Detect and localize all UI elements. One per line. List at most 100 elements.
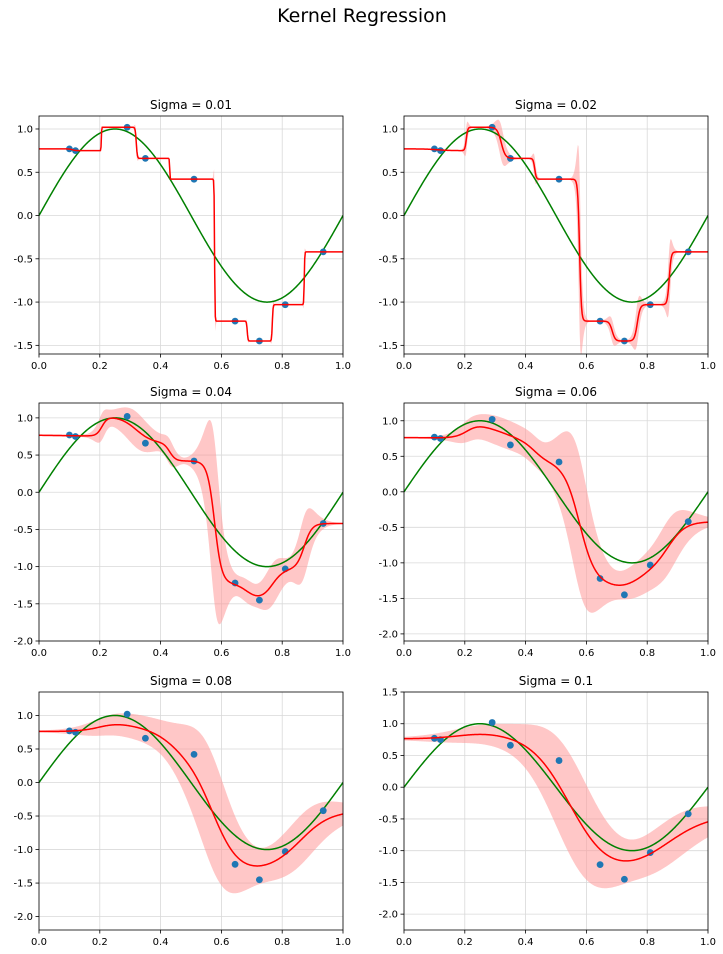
y-tick-label: -1.5 — [13, 879, 33, 890]
observation-point — [596, 861, 604, 869]
x-tick-label: 0.8 — [274, 937, 290, 948]
grid-lines — [403, 116, 709, 354]
y-tick-label: -1.0 — [13, 298, 33, 309]
x-tick-label: 0.4 — [153, 361, 169, 372]
grid-lines — [38, 403, 344, 642]
plot-area — [404, 719, 708, 889]
observation-point — [621, 591, 628, 599]
x-tick-label: 1.0 — [335, 361, 351, 372]
kernel-estimate-line — [39, 723, 343, 867]
x-tick-label: 0.6 — [213, 361, 229, 372]
observation-point — [488, 415, 496, 423]
axes-frame — [403, 402, 709, 642]
y-tick-label: -1.5 — [378, 341, 398, 352]
x-tick-label: 0.6 — [578, 937, 594, 948]
plot-area — [39, 407, 343, 625]
y-tick-label: -2.0 — [13, 637, 33, 648]
y-tick-label: 0.0 — [382, 211, 398, 222]
observation-point — [621, 875, 628, 883]
y-tick-label: -0.5 — [378, 814, 398, 825]
observation-point — [142, 734, 149, 742]
axes-frame — [403, 115, 709, 355]
observation-point — [256, 596, 263, 604]
y-tick-label: -0.5 — [378, 523, 398, 534]
subplot-title: Sigma = 0.06 — [515, 385, 597, 399]
observation-point — [123, 412, 131, 420]
y-tick-label: 0.5 — [17, 744, 33, 755]
x-tick-label: 1.0 — [700, 361, 716, 372]
true-function-line — [39, 417, 343, 568]
y-tick-label: 1.0 — [17, 711, 33, 722]
observation-point — [596, 575, 604, 582]
axes-frame — [38, 691, 344, 931]
observation-point — [231, 860, 239, 868]
observation-point — [437, 435, 444, 442]
x-tick-label: 1.0 — [335, 937, 351, 948]
y-tick-label: -1.5 — [378, 878, 398, 889]
subplot-title: Sigma = 0.04 — [150, 385, 232, 399]
kernel-estimate-line — [39, 417, 343, 597]
observation-point — [555, 757, 563, 764]
y-tick-label: -0.5 — [13, 525, 33, 536]
y-tick-label: -2.0 — [378, 629, 398, 640]
x-tick-label: 0.0 — [31, 648, 47, 659]
x-tick-label: 0.2 — [92, 937, 108, 948]
y-tick-label: -1.5 — [378, 594, 398, 605]
axes-frame — [38, 115, 344, 355]
true-function-line — [404, 128, 708, 303]
y-tick-label: -0.5 — [13, 254, 33, 265]
x-tick-label: 0.2 — [92, 361, 108, 372]
y-tick-label: -0.5 — [378, 254, 398, 265]
y-tick-label: -1.5 — [13, 341, 33, 352]
y-tick-label: -2.0 — [13, 912, 33, 923]
x-tick-label: 0.8 — [639, 937, 655, 948]
plot-area — [39, 123, 343, 345]
subplot-6: Sigma = 0.1 0.0 0.2 0.4 0.6 0.8 1.0 1.5 1.0 0.5 0.… — [378, 674, 715, 948]
subplot-5: Sigma = 0.08 0.0 0.2 0.4 0.6 0.8 1.0 1.0 0.5 0.0 -… — [13, 674, 350, 948]
x-tick-label: 0.8 — [639, 361, 655, 372]
observation-point — [190, 750, 198, 758]
y-tick-label: 1.0 — [382, 416, 398, 427]
y-tick-label: 0.0 — [382, 783, 398, 794]
y-tick-label: 0.5 — [382, 751, 398, 762]
x-tick-label: 0.0 — [396, 937, 412, 948]
x-tick-label: 1.0 — [335, 648, 351, 659]
observation-point — [142, 439, 149, 447]
y-tick-label: -2.0 — [378, 910, 398, 921]
subplot-title: Sigma = 0.1 — [519, 674, 593, 688]
true-function-line — [39, 128, 343, 303]
uncertainty-band — [39, 407, 343, 625]
observation-point — [507, 741, 514, 749]
subplot-3: Sigma = 0.040.0 0.2 0.4 0.6 0.8 1.01.00.50.0-… — [13, 385, 350, 659]
x-tick-label: 0.2 — [457, 361, 473, 372]
y-tick-label: 0.0 — [17, 778, 33, 789]
x-tick-label: 1.0 — [700, 648, 716, 659]
true-function-line — [404, 722, 708, 852]
x-tick-label: 0.2 — [457, 648, 473, 659]
y-tick-label: 0.5 — [17, 451, 33, 462]
plot-area — [404, 414, 708, 613]
x-tick-label: 0.4 — [518, 937, 534, 948]
observation-point — [555, 458, 563, 466]
uncertainty-band — [39, 713, 343, 894]
x-tick-label: 1.0 — [700, 937, 716, 948]
observation-point — [684, 518, 692, 526]
figure-title: Kernel Regression — [277, 5, 447, 27]
x-tick-label: 0.4 — [518, 648, 534, 659]
true-function-line — [39, 714, 343, 851]
subplot-1: Sigma = 0.01 0.0 0.2 0.4 0.6 0.8 1.0 1.0 0.5 0.0 -… — [13, 98, 350, 372]
x-tick-label: 0.4 — [153, 937, 169, 948]
y-tick-label: 0.5 — [382, 452, 398, 463]
y-tick-label: -0.5 — [13, 812, 33, 823]
x-tick-label: 0.0 — [31, 937, 47, 948]
subplot-2: Sigma = 0.02 0.0 0.2 0.4 0.6 0.8 1.0 1.0 0.5 0.0 -… — [378, 98, 715, 372]
uncertainty-band — [404, 414, 708, 613]
y-tick-label: 1.0 — [17, 124, 33, 135]
axes-frame — [403, 691, 709, 931]
observation-point — [319, 807, 327, 815]
y-tick-label: 1.0 — [382, 124, 398, 135]
x-tick-label: 0.6 — [578, 361, 594, 372]
y-tick-label: 0.0 — [382, 487, 398, 498]
kernel-estimate-line — [404, 126, 708, 342]
